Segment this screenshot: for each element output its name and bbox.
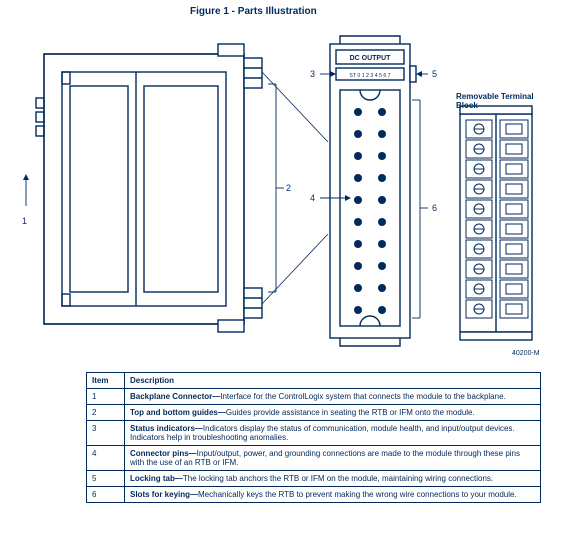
cell-desc: Status indicators—Indicators display the… xyxy=(125,421,541,446)
table-row: 1 Backplane Connector—Interface for the … xyxy=(87,389,541,405)
table-row: 4 Connector pins—Input/output, power, an… xyxy=(87,446,541,471)
cell-desc: Connector pins—Input/output, power, and … xyxy=(125,446,541,471)
cell-desc: Slots for keying—Mechanically keys the R… xyxy=(125,487,541,503)
parts-diagram: DC OUTPUT ST 0 1 2 3 4 5 6 7 xyxy=(8,28,556,366)
drawing-id: 40200-M xyxy=(512,350,540,357)
cell-item: 2 xyxy=(87,405,125,421)
backplane-connector xyxy=(36,98,44,136)
projection-lines xyxy=(262,72,328,304)
table-row: 2 Top and bottom guides—Guides provide a… xyxy=(87,405,541,421)
cell-desc: Backplane Connector—Interface for the Co… xyxy=(125,389,541,405)
table-row: 6 Slots for keying—Mechanically keys the… xyxy=(87,487,541,503)
cell-desc: Locking tab—The locking tab anchors the … xyxy=(125,471,541,487)
module-front-view: DC OUTPUT ST 0 1 2 3 4 5 6 7 xyxy=(330,36,416,346)
figure-title: Figure 1 - Parts Illustration xyxy=(190,6,317,17)
module-left-view xyxy=(36,44,262,332)
table-row: 3 Status indicators—Indicators display t… xyxy=(87,421,541,446)
callout-6: 6 xyxy=(432,203,437,213)
callout-4: 4 xyxy=(310,193,315,203)
table-row: 5 Locking tab—The locking tab anchors th… xyxy=(87,471,541,487)
callout-2: 2 xyxy=(286,183,291,193)
cell-desc: Top and bottom guides—Guides provide ass… xyxy=(125,405,541,421)
th-item: Item xyxy=(87,373,125,389)
rtb-view xyxy=(460,106,532,340)
dc-output-label: DC OUTPUT xyxy=(350,55,392,62)
th-desc: Description xyxy=(125,373,541,389)
rtb-label: Removable Terminal Block xyxy=(456,92,556,110)
callout-1: 1 xyxy=(22,216,27,226)
cell-item: 5 xyxy=(87,471,125,487)
cell-item: 1 xyxy=(87,389,125,405)
status-indicators-label: ST 0 1 2 3 4 5 6 7 xyxy=(349,73,390,79)
cell-item: 6 xyxy=(87,487,125,503)
parts-table: Item Description 1 Backplane Connector—I… xyxy=(86,372,541,503)
callout-5: 5 xyxy=(432,69,437,79)
callout-3: 3 xyxy=(310,69,315,79)
cell-item: 4 xyxy=(87,446,125,471)
cell-item: 3 xyxy=(87,421,125,446)
